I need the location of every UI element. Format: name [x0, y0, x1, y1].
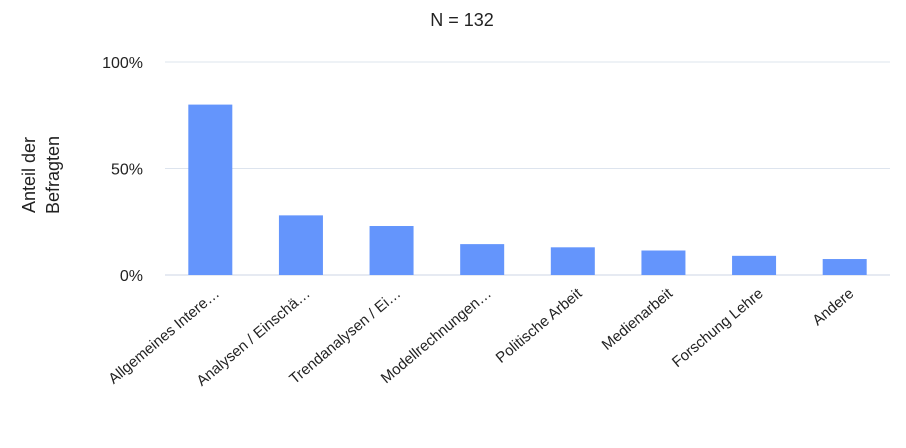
bar — [550, 247, 595, 275]
y-axis-label-line-2: Befragten — [43, 136, 63, 214]
bar — [460, 244, 505, 275]
bar — [732, 255, 777, 275]
bar — [822, 259, 867, 275]
bars — [188, 104, 867, 275]
grid-lines — [165, 61, 890, 276]
chart-title: N = 132 — [430, 10, 494, 30]
x-tick-label: Politische Arbeit — [493, 285, 586, 367]
y-tick-labels: 0% 50% 100% — [102, 55, 143, 285]
bar — [641, 250, 686, 275]
x-tick-label: Forschung Lehre — [669, 285, 767, 371]
y-axis-label-line-1: Anteil der — [19, 137, 39, 213]
y-tick-label: 0% — [120, 268, 143, 285]
bar — [278, 215, 323, 275]
x-tick-labels: Allgemeines Intere…Analysen / Einschä…Tr… — [105, 285, 857, 390]
y-axis-label: Anteil der Befragten — [19, 136, 63, 214]
x-tick-label: Medienarbeit — [599, 285, 677, 354]
y-tick-label: 50% — [111, 162, 143, 179]
y-tick-label: 100% — [102, 55, 143, 72]
bar — [188, 104, 233, 275]
bar — [369, 226, 414, 275]
x-tick-label: Andere — [809, 285, 857, 329]
